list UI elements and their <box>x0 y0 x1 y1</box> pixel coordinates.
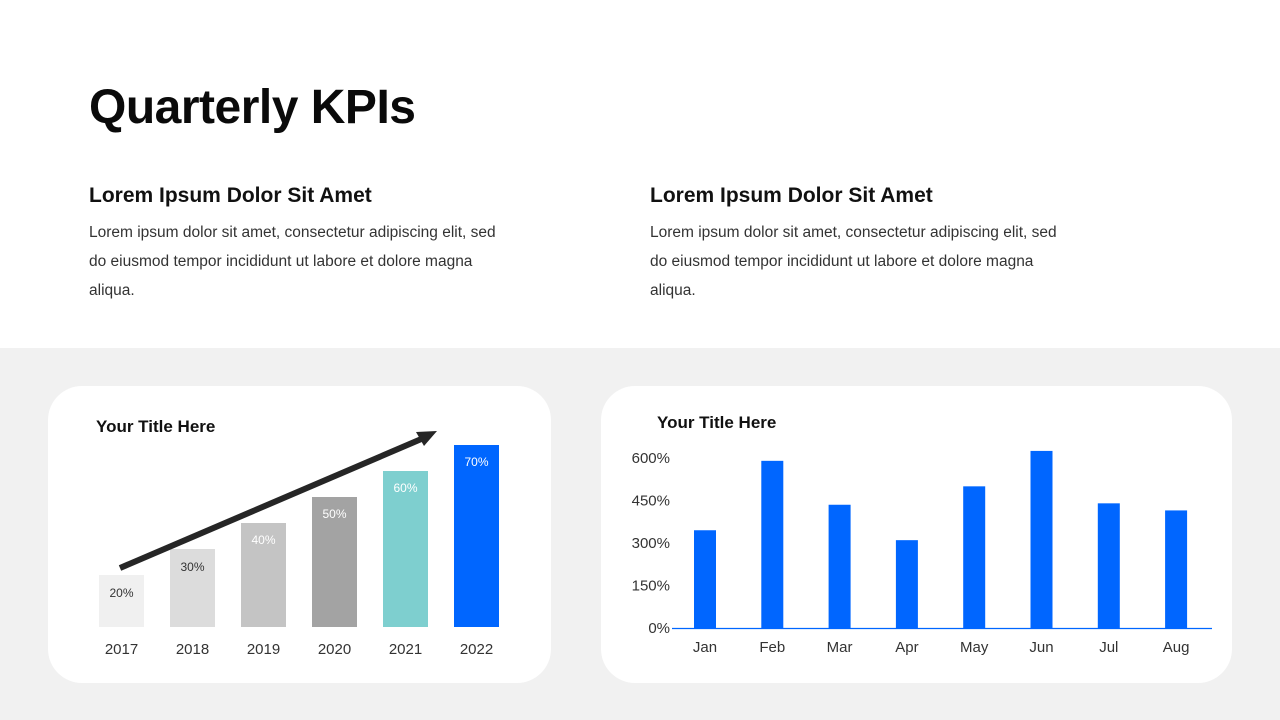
x-tick-label: Jun <box>1029 639 1053 656</box>
yearly-bar-chart: 20% 2017 30% 2018 40% 2019 50% 2020 60% 2021 70% 20… <box>99 431 499 658</box>
trend-arrow-head <box>416 431 437 446</box>
x-tick-label: 2018 <box>176 641 209 658</box>
data-label: 20% <box>109 586 133 600</box>
bar-2017 <box>99 575 144 627</box>
chart-title: Your Title Here <box>657 413 777 432</box>
section-heading: Lorem Ipsum Dolor Sit Amet <box>89 184 372 207</box>
section-body: Lorem ipsum dolor sit amet, consectetur … <box>89 224 496 299</box>
data-label: 50% <box>322 507 346 521</box>
x-tick-label: May <box>960 639 989 656</box>
page-title: Quarterly KPIs <box>89 81 416 134</box>
monthly-bar-chart: 0% 150% 300% 450% 600% Jan Feb Mar Apr May Jun Jul A… <box>632 450 1212 656</box>
y-tick-label: 300% <box>632 535 670 552</box>
x-tick-label: 2021 <box>389 641 422 658</box>
x-tick-label: Apr <box>895 639 918 656</box>
bar-May <box>963 486 986 628</box>
bar-Aug <box>1165 510 1188 628</box>
x-tick-label: 2019 <box>247 641 280 658</box>
data-label: 60% <box>393 481 417 495</box>
y-tick-label: 600% <box>632 450 670 467</box>
bar-Apr <box>895 540 918 628</box>
top-section: Quarterly KPIs Lorem Ipsum Dolor Sit Ame… <box>0 0 1280 348</box>
bar-Feb <box>761 460 784 628</box>
bar-Jul <box>1097 503 1120 628</box>
bar-2021 <box>383 471 428 627</box>
trend-arrow-line <box>118 434 428 571</box>
x-tick-label: Mar <box>827 639 853 656</box>
bar-Jun <box>1030 450 1053 628</box>
section-body: Lorem ipsum dolor sit amet, consectetur … <box>650 224 1057 299</box>
x-tick-label: Aug <box>1163 639 1190 656</box>
section-heading: Lorem Ipsum Dolor Sit Amet <box>650 184 933 207</box>
x-tick-label: Jul <box>1099 639 1118 656</box>
x-tick-label: Jan <box>693 639 717 656</box>
data-label: 30% <box>180 560 204 574</box>
chart-card-yearly: Your Title Here 20% 2017 30% 2018 40% 2019 50%… <box>48 386 551 683</box>
bar-2019 <box>241 523 286 627</box>
y-tick-label: 150% <box>632 578 670 595</box>
x-tick-label: 2022 <box>460 641 493 658</box>
bar-2020 <box>312 497 357 627</box>
y-tick-label: 450% <box>632 493 670 510</box>
y-tick-label: 0% <box>648 620 670 637</box>
x-tick-label: Feb <box>759 639 785 656</box>
bar-2018 <box>170 549 215 627</box>
x-tick-label: 2020 <box>318 641 351 658</box>
bar-Jan <box>694 530 716 628</box>
data-label: 70% <box>464 455 488 469</box>
bar-Mar <box>828 504 851 628</box>
text-block-right: Lorem Ipsum Dolor Sit Amet Lorem ipsum d… <box>650 184 1070 305</box>
bar-2022 <box>454 445 499 627</box>
text-block-left: Lorem Ipsum Dolor Sit Amet Lorem ipsum d… <box>89 184 509 305</box>
x-tick-label: 2017 <box>105 641 138 658</box>
chart-card-monthly: Your Title Here 0% 150% 300% 450% 600% Jan Feb… <box>601 386 1232 683</box>
data-label: 40% <box>251 533 275 547</box>
chart-title: Your Title Here <box>96 417 216 436</box>
